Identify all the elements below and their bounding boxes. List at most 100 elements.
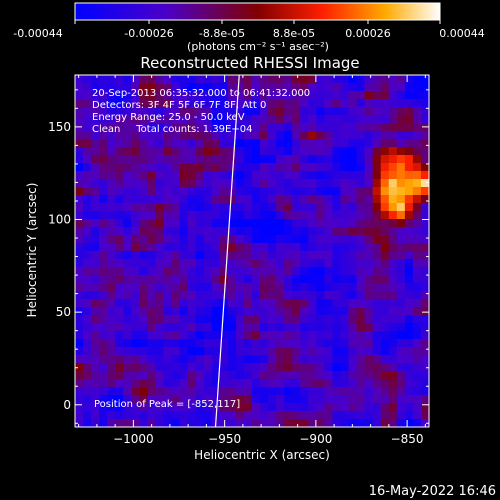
- heatmap-cell: [99, 171, 108, 180]
- heatmap-cell: [235, 171, 245, 180]
- heatmap-cell: [235, 155, 245, 164]
- heatmap-cell: [187, 243, 197, 252]
- heatmap-cell: [356, 419, 366, 427]
- heatmap-cell: [380, 219, 390, 228]
- heatmap-cell: [171, 123, 181, 132]
- plot-frame: [74, 74, 430, 428]
- heatmap-cell: [284, 243, 293, 252]
- heatmap-cell: [420, 411, 429, 420]
- heatmap-cell: [364, 267, 374, 276]
- heatmap-cell: [308, 123, 317, 132]
- heatmap-cell: [300, 115, 309, 124]
- heatmap-cell: [332, 219, 342, 228]
- heatmap-cell: [284, 131, 293, 140]
- heatmap-cell: [147, 75, 157, 84]
- heatmap-cell: [300, 419, 309, 427]
- heatmap-cell: [139, 339, 149, 348]
- heatmap-cell: [260, 411, 269, 420]
- heatmap-cell: [348, 403, 358, 412]
- heatmap-cell: [268, 307, 277, 316]
- heatmap-cell: [163, 107, 173, 116]
- heatmap-cell: [356, 227, 366, 236]
- heatmap-cell: [332, 259, 342, 268]
- heatmap-cell: [268, 179, 277, 188]
- heatmap-cell: [292, 339, 301, 348]
- heatmap-cell: [300, 259, 309, 268]
- heatmap-cell: [252, 347, 261, 356]
- heatmap-cell: [412, 155, 422, 164]
- heatmap-cell: [131, 115, 140, 124]
- heatmap-cell: [332, 291, 342, 300]
- heatmap-cell: [316, 283, 326, 292]
- heatmap-cell: [243, 315, 253, 324]
- colorbar-tick-label: -0.00026: [124, 27, 173, 40]
- heatmap-cell: [372, 187, 382, 196]
- heatmap-cell: [268, 315, 277, 324]
- heatmap-cell: [276, 411, 285, 420]
- heatmap-cell: [332, 211, 342, 220]
- heatmap-cell: [195, 323, 205, 332]
- heatmap-cell: [372, 99, 382, 108]
- heatmap-cell: [308, 419, 317, 427]
- heatmap-cell: [388, 227, 398, 236]
- heatmap-cell: [404, 195, 414, 204]
- heatmap-cell: [99, 203, 108, 212]
- heatmap-cell: [308, 379, 317, 388]
- heatmap-cell: [316, 123, 326, 132]
- heatmap-cell: [404, 387, 414, 396]
- heatmap-cell: [107, 187, 116, 196]
- heatmap-cell: [107, 347, 116, 356]
- heatmap-cell: [260, 251, 269, 260]
- heatmap-cell: [243, 411, 253, 420]
- heatmap-cell: [99, 267, 108, 276]
- heatmap-cell: [139, 283, 149, 292]
- heatmap-cell: [308, 147, 317, 156]
- heatmap-cell: [187, 235, 197, 244]
- heatmap-cell: [364, 155, 374, 164]
- heatmap-cell: [268, 115, 277, 124]
- heatmap-cell: [292, 291, 301, 300]
- heatmap-cell: [364, 299, 374, 308]
- heatmap-cell: [324, 219, 334, 228]
- heatmap-cell: [99, 99, 108, 108]
- heatmap-cell: [348, 379, 358, 388]
- heatmap-cell: [83, 75, 92, 84]
- heatmap-cell: [203, 211, 213, 220]
- heatmap-cell: [340, 227, 350, 236]
- heatmap-cell: [276, 83, 285, 92]
- heatmap-cell: [91, 355, 100, 364]
- heatmap-cell: [324, 147, 334, 156]
- heatmap-cell: [75, 243, 84, 252]
- heatmap-cell: [195, 179, 205, 188]
- heatmap-cell: [91, 371, 100, 380]
- heatmap-cell: [380, 267, 390, 276]
- heatmap-cell: [324, 347, 334, 356]
- heatmap-cell: [107, 243, 116, 252]
- heatmap-cell: [356, 179, 366, 188]
- heatmap-cell: [107, 291, 116, 300]
- heatmap-cell: [404, 355, 414, 364]
- heatmap-cell: [252, 219, 261, 228]
- heatmap-cell: [332, 227, 342, 236]
- heatmap-cell: [179, 251, 189, 260]
- heatmap-cell: [91, 219, 100, 228]
- heatmap-cell: [268, 219, 277, 228]
- heatmap-cell: [107, 155, 116, 164]
- heatmap-cell: [348, 227, 358, 236]
- heatmap-cell: [356, 115, 366, 124]
- heatmap-cell: [235, 187, 245, 196]
- heatmap-cell: [252, 387, 261, 396]
- heatmap-cell: [107, 411, 116, 420]
- heatmap-cell: [348, 331, 358, 340]
- heatmap-cell: [324, 179, 334, 188]
- heatmap-cell: [131, 243, 140, 252]
- heatmap-cell: [83, 291, 92, 300]
- heatmap-cell: [276, 203, 285, 212]
- heatmap-cell: [147, 371, 157, 380]
- heatmap-cell: [187, 115, 197, 124]
- heatmap-cell: [155, 155, 165, 164]
- heatmap-cell: [131, 259, 140, 268]
- heatmap-cell: [388, 99, 398, 108]
- heatmap-cell: [332, 171, 342, 180]
- heatmap-cell: [187, 203, 197, 212]
